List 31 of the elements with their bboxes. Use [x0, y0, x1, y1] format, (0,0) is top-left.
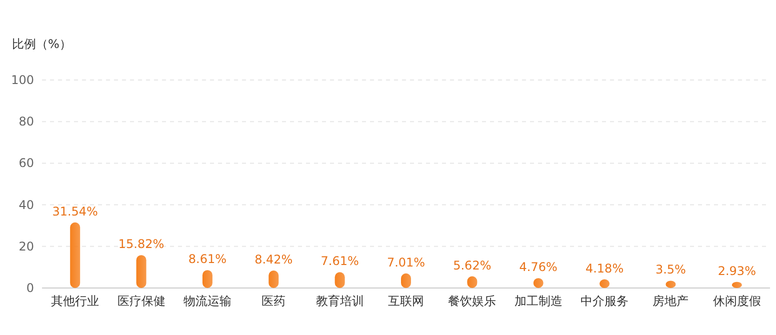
y-tick-label: 20 [18, 239, 34, 254]
y-tick-label: 60 [18, 156, 34, 170]
data-label: 7.61% [320, 254, 359, 268]
y-tick-label: 40 [18, 198, 34, 212]
data-label: 4.76% [519, 260, 558, 274]
bar [136, 255, 146, 288]
y-axis-title: 比例（%） [12, 37, 72, 51]
x-tick-label: 互联网 [388, 294, 424, 308]
data-label: 31.54% [52, 204, 98, 218]
y-tick-label: 0 [26, 281, 34, 295]
x-tick-label: 医疗保健 [117, 294, 166, 308]
x-tick-label: 中介服务 [580, 294, 629, 308]
data-label: 3.5% [655, 262, 686, 277]
data-label: 7.01% [386, 255, 426, 270]
x-tick-label: 加工制造 [514, 294, 562, 308]
x-tick-label: 休闲度假 [712, 294, 761, 308]
x-tick-label: 房地产 [652, 294, 689, 308]
data-label: 5.62% [453, 258, 492, 272]
x-tick-label: 其他行业 [51, 294, 100, 308]
data-label: 2.93% [718, 264, 756, 278]
x-tick-label: 餐饮娱乐 [448, 294, 496, 308]
data-label: 4.18% [585, 261, 624, 276]
y-tick-label: 100 [11, 73, 34, 87]
x-tick-label: 医药 [262, 294, 286, 308]
y-tick-label: 80 [18, 114, 34, 129]
data-label: 8.42% [254, 252, 293, 266]
x-tick-label: 物流运输 [183, 294, 232, 308]
x-tick-label: 教育培训 [316, 294, 364, 308]
data-label: 8.61% [188, 252, 227, 266]
bar [70, 222, 80, 288]
data-label: 15.82% [118, 237, 164, 252]
